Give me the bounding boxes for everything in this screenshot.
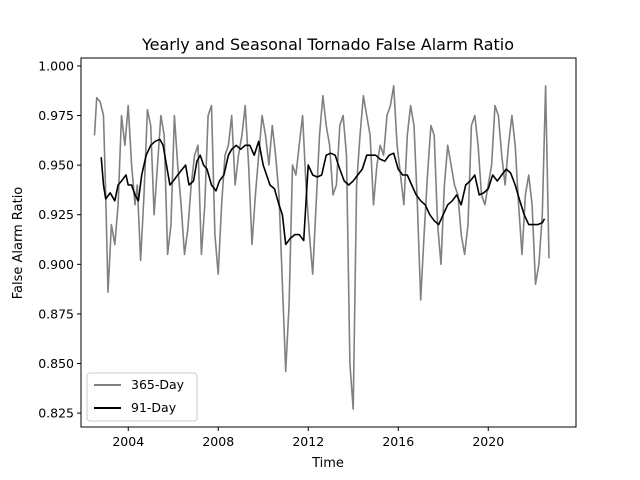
x-axis-label: Time: [311, 456, 344, 471]
x-tick-label: 2004: [112, 434, 144, 449]
y-tick-label: 1.000: [38, 58, 74, 73]
y-tick-label: 0.875: [38, 306, 74, 321]
legend: 365-Day 91-Day: [86, 372, 198, 422]
y-tick-label: 0.825: [38, 406, 74, 421]
x-tick-label: 2012: [292, 434, 324, 449]
plot-area: 2004 2008 2012 2016 2020 0.825 0.850 0.875 0.90…: [38, 57, 577, 449]
y-tick-label: 0.900: [38, 257, 74, 272]
x-tick-label: 2020: [472, 434, 504, 449]
y-tick-label: 0.950: [38, 158, 74, 173]
series-line-91-day: [100, 138, 546, 246]
series-line-365-day: [93, 85, 550, 410]
y-tick-label: 0.925: [38, 207, 74, 222]
series-layer: [93, 85, 550, 410]
legend-label-91-day: 91-Day: [131, 400, 177, 415]
y-axis-label: False Alarm Ratio: [11, 187, 26, 300]
x-axis: 2004 2008 2012 2016 2020: [112, 427, 504, 449]
chart-title: Yearly and Seasonal Tornado False Alarm …: [141, 35, 514, 54]
y-axis: 0.825 0.850 0.875 0.900 0.925 0.950 0.975 1.000: [38, 58, 81, 421]
y-tick-label: 0.975: [38, 108, 74, 123]
y-tick-label: 0.850: [38, 356, 74, 371]
legend-label-365-day: 365-Day: [131, 377, 185, 392]
x-tick-label: 2008: [202, 434, 234, 449]
x-tick-label: 2016: [382, 434, 414, 449]
plot-frame: [80, 57, 577, 428]
